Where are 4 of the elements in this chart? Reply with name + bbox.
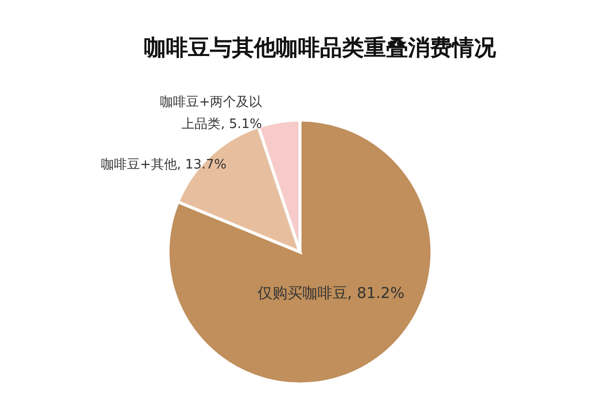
slice-label: 咖啡豆+两个及以上品类, 5.1% bbox=[160, 95, 262, 132]
chart-title: 咖啡豆与其他咖啡品类重叠消费情况 bbox=[144, 36, 497, 61]
slice-label: 咖啡豆+其他, 13.7% bbox=[100, 157, 226, 172]
slice-label: 仅购买咖啡豆, 81.2% bbox=[257, 284, 404, 302]
